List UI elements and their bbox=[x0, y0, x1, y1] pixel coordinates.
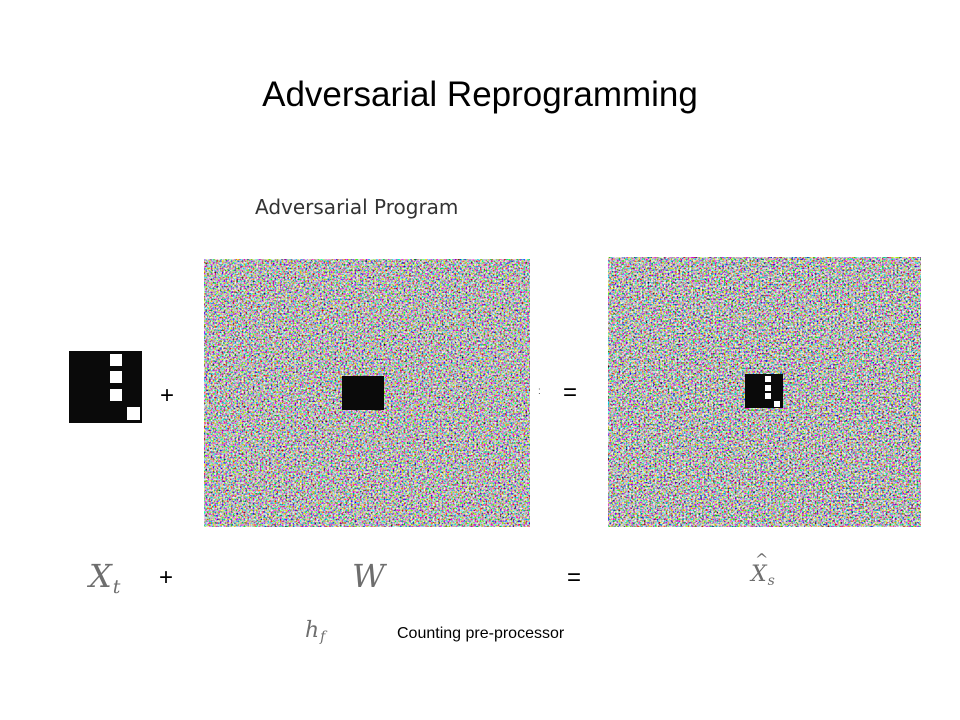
embedded-square bbox=[765, 385, 771, 391]
target-square bbox=[110, 389, 122, 401]
hat-accent: ^ bbox=[755, 550, 769, 569]
reprogrammed-image bbox=[608, 257, 921, 527]
slide-title: Adversarial Reprogramming bbox=[262, 75, 698, 114]
target-image-icon bbox=[69, 351, 142, 423]
math-h-base: h bbox=[305, 618, 320, 643]
bottom-plus-sign: + bbox=[159, 564, 174, 591]
math-h-subscript: f bbox=[320, 629, 326, 645]
embedded-square bbox=[765, 376, 771, 382]
math-x-base: X bbox=[89, 557, 112, 595]
embedded-square bbox=[774, 401, 780, 407]
embedded-target-image bbox=[745, 374, 783, 408]
target-square bbox=[110, 354, 122, 366]
math-x-hat-s: ^ Xs bbox=[751, 550, 775, 589]
math-w-base: W bbox=[352, 557, 385, 595]
top-equals-sign: = bbox=[563, 379, 578, 406]
bottom-equals-sign: = bbox=[567, 564, 582, 591]
stray-mark: : bbox=[538, 386, 541, 397]
embedded-square bbox=[765, 393, 771, 399]
adversarial-program-label: Adversarial Program bbox=[255, 195, 459, 219]
math-w: W bbox=[352, 558, 385, 594]
math-xs-base: X bbox=[751, 562, 767, 587]
math-x-hat: ^ X bbox=[751, 550, 768, 588]
preprocessor-caption: Counting pre-processor bbox=[397, 625, 565, 642]
program-center-hole bbox=[342, 376, 384, 410]
math-xs-subscript: s bbox=[767, 573, 775, 589]
math-h-f: hf bbox=[305, 618, 325, 645]
target-square bbox=[110, 371, 122, 383]
math-x-t: Xt bbox=[89, 558, 120, 598]
math-x-subscript: t bbox=[112, 576, 121, 598]
target-square bbox=[127, 407, 140, 420]
top-plus-sign: + bbox=[160, 382, 175, 409]
